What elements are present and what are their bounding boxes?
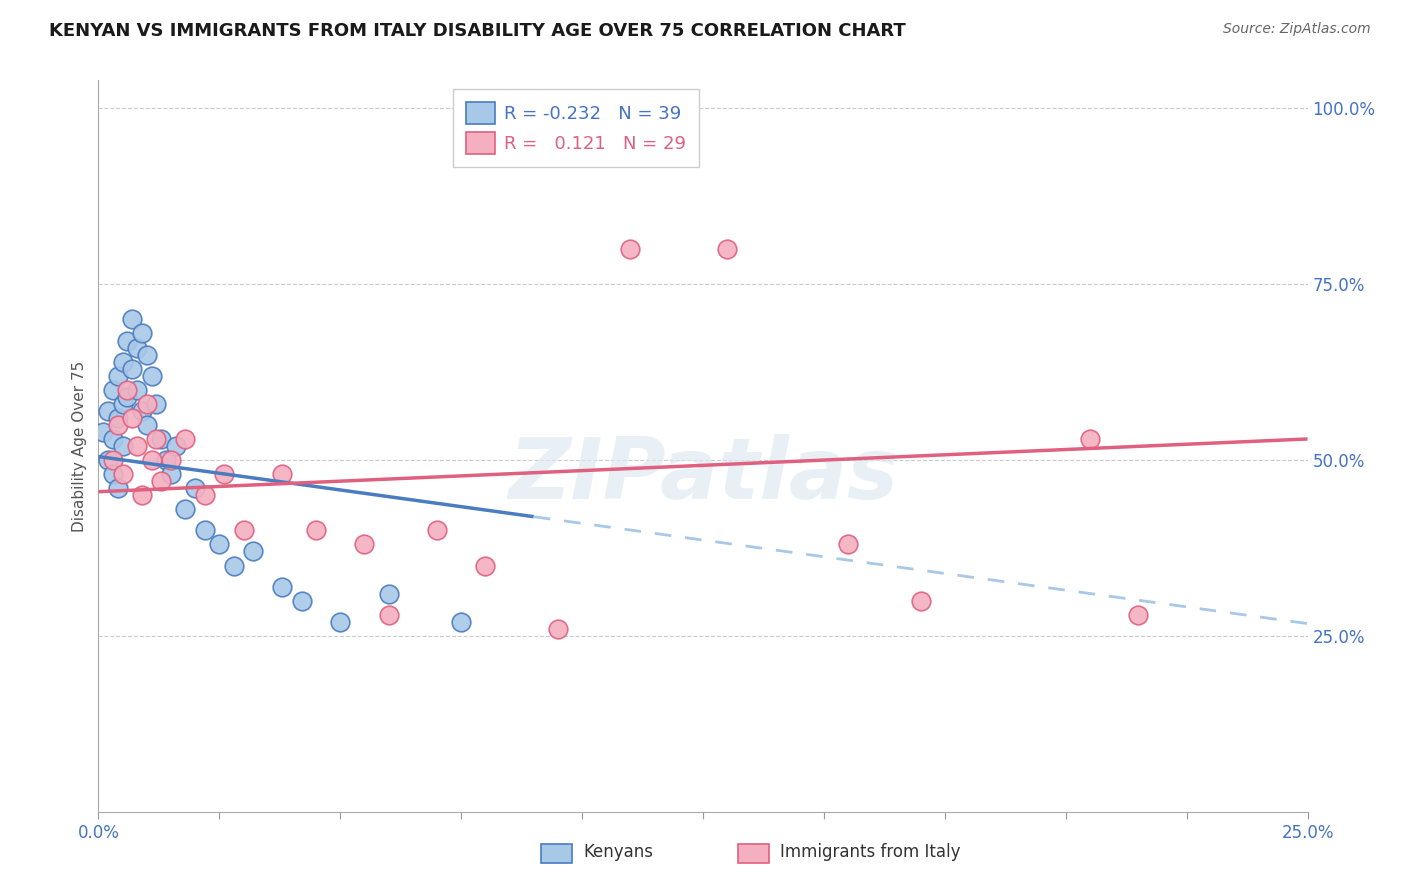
Point — [101, 432, 124, 446]
Point — [426, 524, 449, 538]
Point — [107, 417, 129, 432]
Point — [127, 341, 149, 355]
Point — [353, 537, 375, 551]
Point — [117, 390, 139, 404]
Point — [329, 615, 352, 629]
Text: Kenyans: Kenyans — [583, 843, 654, 861]
Point — [111, 354, 134, 368]
Point — [194, 524, 217, 538]
Legend: R = -0.232   N = 39, R =   0.121   N = 29: R = -0.232 N = 39, R = 0.121 N = 29 — [454, 89, 699, 167]
Point — [121, 312, 143, 326]
Point — [194, 488, 217, 502]
Point — [837, 537, 859, 551]
Point — [150, 474, 173, 488]
Point — [111, 467, 134, 482]
Point — [145, 397, 167, 411]
Y-axis label: Disability Age Over 75: Disability Age Over 75 — [72, 360, 87, 532]
Point — [101, 453, 124, 467]
Text: Source: ZipAtlas.com: Source: ZipAtlas.com — [1223, 22, 1371, 37]
Point — [141, 453, 163, 467]
Point — [450, 615, 472, 629]
Point — [619, 242, 641, 256]
Point — [184, 481, 207, 495]
Point — [174, 432, 197, 446]
Point — [160, 467, 183, 482]
Point — [377, 587, 399, 601]
Point — [305, 524, 328, 538]
Point — [271, 467, 294, 482]
Text: ZIPatlas: ZIPatlas — [508, 434, 898, 516]
Point — [222, 558, 245, 573]
Point — [127, 439, 149, 453]
Point — [107, 368, 129, 383]
Point — [91, 425, 114, 439]
Point — [1128, 607, 1150, 622]
Point — [271, 580, 294, 594]
Point — [212, 467, 235, 482]
Point — [107, 410, 129, 425]
Point — [101, 467, 124, 482]
Point — [121, 361, 143, 376]
Point — [107, 481, 129, 495]
Point — [101, 383, 124, 397]
Point — [165, 439, 187, 453]
Point — [97, 453, 120, 467]
Point — [111, 439, 134, 453]
Point — [377, 607, 399, 622]
Point — [127, 383, 149, 397]
Point — [1078, 432, 1101, 446]
Point — [547, 622, 569, 636]
Point — [141, 368, 163, 383]
Point — [290, 593, 312, 607]
Point — [131, 488, 153, 502]
Point — [135, 417, 157, 432]
Point — [117, 334, 139, 348]
Point — [121, 410, 143, 425]
Point — [242, 544, 264, 558]
Point — [150, 432, 173, 446]
Point — [135, 348, 157, 362]
Point — [232, 524, 254, 538]
Point — [131, 326, 153, 341]
Point — [111, 397, 134, 411]
Point — [174, 502, 197, 516]
Point — [910, 593, 932, 607]
Point — [135, 397, 157, 411]
Point — [145, 432, 167, 446]
Point — [97, 404, 120, 418]
Point — [117, 383, 139, 397]
Point — [160, 453, 183, 467]
Point — [716, 242, 738, 256]
Point — [474, 558, 496, 573]
Point — [155, 453, 177, 467]
Point — [131, 404, 153, 418]
Point — [208, 537, 231, 551]
Text: Immigrants from Italy: Immigrants from Italy — [780, 843, 960, 861]
Text: KENYAN VS IMMIGRANTS FROM ITALY DISABILITY AGE OVER 75 CORRELATION CHART: KENYAN VS IMMIGRANTS FROM ITALY DISABILI… — [49, 22, 905, 40]
